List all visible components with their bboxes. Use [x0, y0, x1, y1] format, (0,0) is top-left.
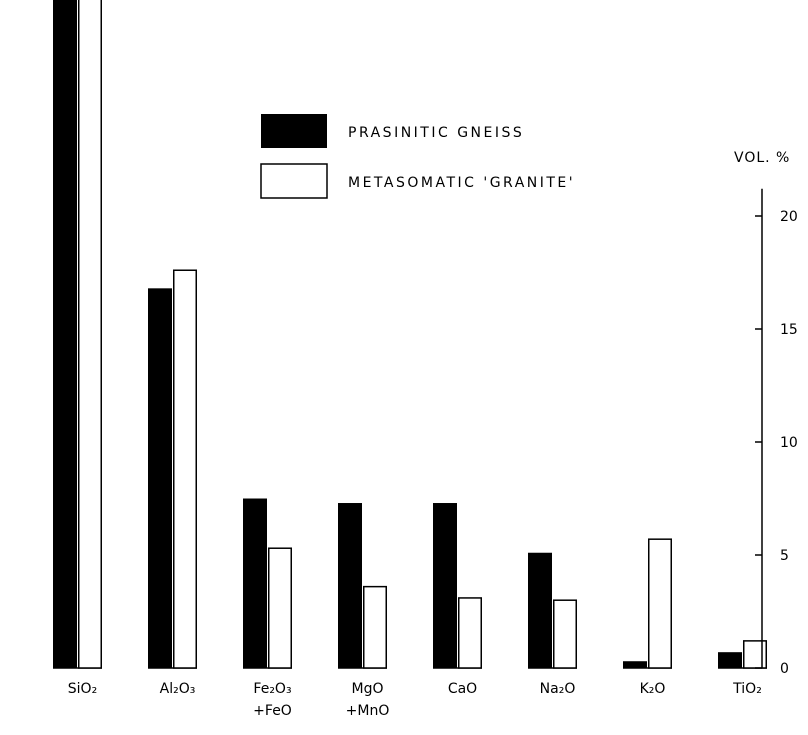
category-label-5: Na₂O: [540, 681, 576, 697]
bar-metasomatic-granite-4: [458, 597, 482, 669]
category-label-1: Al₂O₃: [160, 681, 196, 697]
bar-prasinitic-gneiss-6: [623, 661, 647, 668]
y-tick-label-3: 15: [780, 322, 798, 338]
y-axis-label: VOL. %: [734, 150, 790, 166]
legend-label-0: PRASINITIC GNEISS: [348, 125, 524, 141]
legend-swatch-0: [261, 114, 327, 148]
bar-metasomatic-granite-0: [78, 0, 102, 669]
category-label-6: K₂O: [640, 681, 666, 697]
category-label-0: SiO₂: [68, 681, 97, 697]
bar-metasomatic-granite-7: [743, 640, 767, 669]
category-label-3: MgO: [352, 681, 384, 697]
y-tick-label-1: 5: [780, 548, 789, 564]
bar-metasomatic-granite-6: [648, 538, 672, 669]
category-label-2: Fe₂O₃: [253, 681, 291, 697]
bar-prasinitic-gneiss-3: [338, 503, 362, 668]
category-label-3-line2: +MnO: [346, 703, 390, 719]
bar-prasinitic-gneiss-0: [53, 0, 77, 668]
legend: PRASINITIC GNEISS METASOMATIC 'GRANITE': [260, 114, 575, 199]
legend-label-1: METASOMATIC 'GRANITE': [348, 175, 575, 191]
legend-swatch-1: [260, 163, 328, 199]
bar-prasinitic-gneiss-5: [528, 552, 552, 668]
category-label-2-line2: +FeO: [253, 703, 292, 719]
y-tick-label-4: 20: [780, 209, 798, 225]
bar-metasomatic-granite-2: [268, 547, 292, 669]
y-tick-label-0: 0: [780, 661, 789, 677]
bar-metasomatic-granite-5: [553, 599, 577, 669]
y-axis: 0 5 10 15 20 VOL. %: [734, 150, 798, 677]
bar-prasinitic-gneiss-4: [433, 503, 457, 668]
bar-metasomatic-granite-3: [363, 585, 387, 669]
plot-area: 48.8156.12SiO₂Al₂O₃Fe₂O₃+FeOMgO+MnOCaONa…: [53, 0, 767, 719]
bar-prasinitic-gneiss-7: [718, 652, 742, 668]
category-label-4: CaO: [448, 681, 477, 697]
category-label-7: TiO₂: [732, 681, 762, 697]
bar-metasomatic-granite-1: [173, 269, 197, 669]
bar-prasinitic-gneiss-2: [243, 498, 267, 668]
bar-prasinitic-gneiss-1: [148, 288, 172, 668]
y-tick-label-2: 10: [780, 435, 798, 451]
